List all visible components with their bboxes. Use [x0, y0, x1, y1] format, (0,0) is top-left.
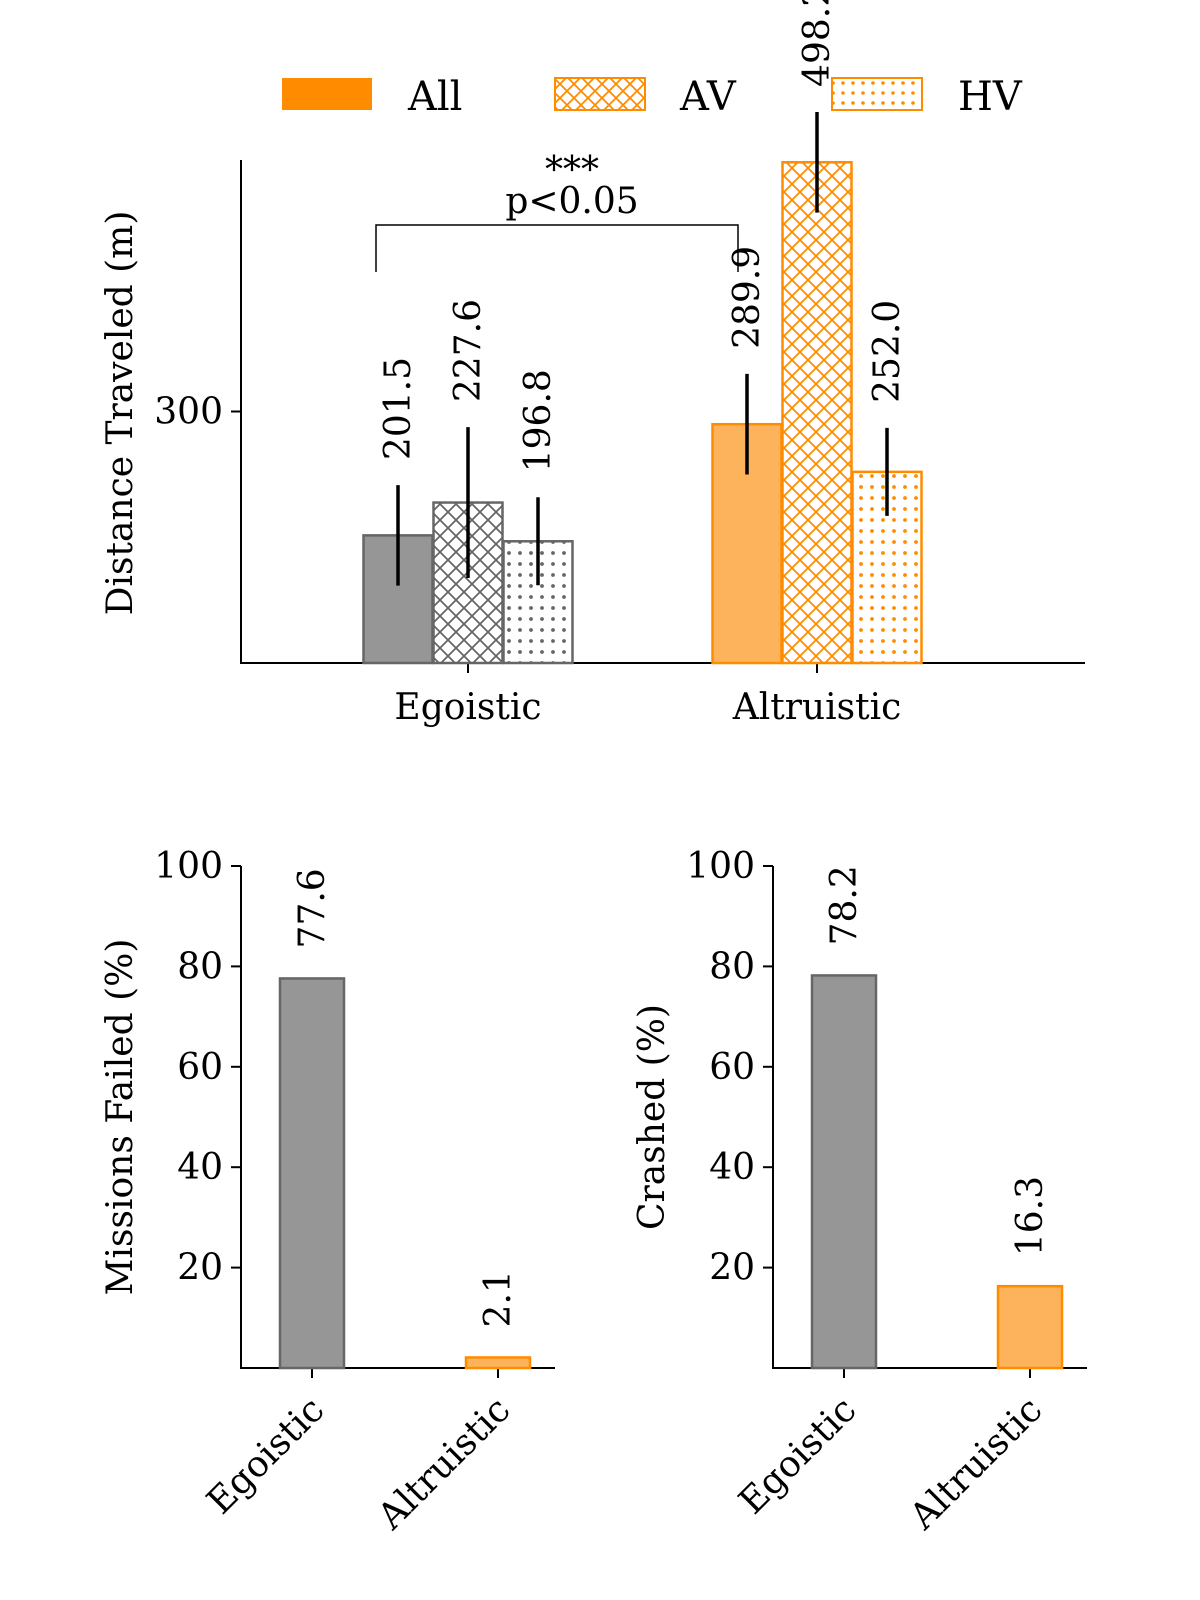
missions-x-tick-label-altruistic: Altruistic: [370, 1389, 519, 1538]
distance-bar-altruistic-av: [781, 161, 853, 665]
missions-y-axis-label: Missions Failed (%): [100, 939, 141, 1296]
distance-x-tick-label-egoistic: Egoistic: [394, 687, 541, 728]
distance-value-label-egoistic-all: 201.5: [378, 357, 419, 460]
crashed-x-tick-label-altruistic: Altruistic: [902, 1389, 1051, 1538]
legend-item-av: AV: [554, 74, 737, 120]
crashed-y-tick-label: 100: [686, 846, 755, 887]
crashed-bar-egoistic: [810, 974, 878, 1370]
crashed-x-tick-label-egoistic: Egoistic: [731, 1389, 864, 1522]
bracket-line: [375, 224, 739, 272]
missions-y-tick-label: 80: [177, 946, 223, 987]
crashed-y-axis-label: Crashed (%): [632, 1004, 673, 1230]
legend-swatch-hv: [831, 77, 923, 111]
crashed-y-tick-label: 80: [709, 946, 755, 987]
missions-value-label-altruistic: 2.1: [478, 1270, 519, 1327]
missions-bar-altruistic: [464, 1356, 532, 1370]
crashed-value-label-egoistic: 78.2: [824, 865, 865, 945]
missions-value-label-egoistic: 77.6: [292, 868, 333, 948]
significance-stars: ***: [545, 150, 599, 191]
crashed-y-tick-label: 40: [709, 1147, 755, 1188]
significance-bracket: *** p<0.05: [375, 150, 739, 272]
distance-x-tick-label-altruistic: Altruistic: [732, 687, 902, 728]
legend-swatch-all: [282, 78, 372, 110]
distance-value-label-altruistic-hv: 252.0: [867, 300, 908, 403]
legend-item-hv: HV: [831, 74, 1023, 120]
distance-y-axis-label: Distance Traveled (m): [100, 211, 141, 616]
crashed-value-label-altruistic: 16.3: [1010, 1176, 1051, 1256]
crashed-y-tick-label: 20: [709, 1248, 755, 1289]
distance-value-label-egoistic-hv: 196.8: [518, 369, 559, 472]
distance-value-label-altruistic-all: 289.9: [727, 246, 768, 349]
distance-chart: 300 Egoistic Altruistic 201.5 227.6 196.8 28…: [100, 0, 1085, 728]
missions-y-tick-label: 40: [177, 1147, 223, 1188]
legend-item-all: All: [282, 74, 462, 120]
legend-label-av: AV: [679, 74, 737, 120]
distance-value-label-egoistic-av: 227.6: [448, 299, 489, 402]
distance-bar-egoistic-hv: [502, 540, 574, 665]
missions-bar-egoistic: [278, 977, 346, 1370]
missions-x-tick-label-egoistic: Egoistic: [199, 1389, 332, 1522]
missions-y-tick-label: 20: [177, 1248, 223, 1289]
significance-p-value: p<0.05: [505, 181, 638, 222]
missions-failed-chart: 20 40 60 80 100 Egoistic Altruistic 77.6 2.1 M…: [100, 846, 555, 1538]
legend: All AV HV: [282, 74, 1023, 120]
legend-label-hv: HV: [958, 74, 1023, 120]
crashed-bar-altruistic: [996, 1284, 1064, 1370]
missions-y-tick-label: 100: [154, 846, 223, 887]
legend-label-all: All: [407, 74, 462, 120]
legend-swatch-av: [554, 77, 646, 111]
crashed-y-tick-label: 60: [709, 1047, 755, 1088]
missions-y-tick-label: 60: [177, 1047, 223, 1088]
distance-y-tick-label: 300: [154, 392, 223, 433]
distance-value-label-altruistic-av: 498.2: [797, 0, 838, 87]
